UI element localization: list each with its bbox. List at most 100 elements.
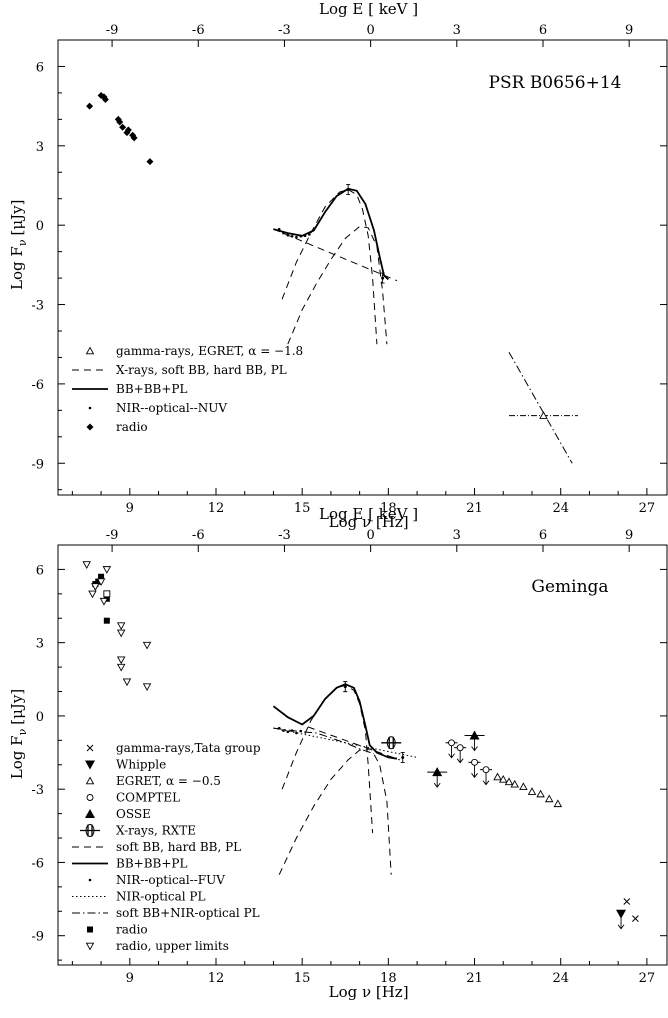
point-triangle-down-open xyxy=(116,622,126,631)
x2-tick-label: 3 xyxy=(453,23,461,38)
point-square-filled xyxy=(98,573,105,580)
legend-symbol xyxy=(85,942,95,951)
legend-symbol xyxy=(85,809,95,818)
legend-symbol xyxy=(86,423,94,431)
y-tick-label: -3 xyxy=(31,783,44,798)
point-triangle-down-filled-ul-symbol xyxy=(616,909,627,919)
y-tick-label: 3 xyxy=(36,140,44,155)
y-tick-label: 6 xyxy=(36,563,44,578)
point-dot xyxy=(277,227,281,231)
curve-soft-bb-nir-optical-pl xyxy=(273,727,375,755)
point-dot xyxy=(290,729,294,732)
y-tick-label: -9 xyxy=(31,930,44,945)
x-axis-label: Log ν [Hz] xyxy=(329,513,409,531)
x2-tick-label: -6 xyxy=(192,23,205,38)
legend-label: EGRET, α = −0.5 xyxy=(116,774,221,788)
plot-frame xyxy=(57,544,668,966)
point-triangle-down-open xyxy=(82,561,91,569)
curve-soft-bb xyxy=(281,684,374,834)
panel-2: 9 12 15 18 21 24 27 -9 -6 -3 0 3 6 9 6 3 0 -3 -6 -9 Log ν [H… xyxy=(8,505,668,1001)
curve-bb-bb-pl xyxy=(273,187,390,281)
legend-symbol xyxy=(86,794,94,801)
legend-symbol-bars xyxy=(80,824,100,837)
point-triangle-down-open xyxy=(116,629,126,638)
curve-gamma-pl xyxy=(508,351,573,464)
legend: gamma-rays, EGRET, α = −1.8 X-rays, soft … xyxy=(72,344,303,434)
x2-tick-label: 0 xyxy=(366,528,374,543)
x-tick-label: 12 xyxy=(208,501,225,516)
point-triangle-filled-ul-symbol xyxy=(469,730,480,740)
point-errbar-center xyxy=(401,755,405,759)
x2-tick-label: 6 xyxy=(539,23,547,38)
point-dot xyxy=(299,729,303,733)
point-triangle-open xyxy=(539,411,548,419)
point-dot xyxy=(295,731,298,735)
legend: gamma-rays,Tata group Whipple EGRET, α = −… xyxy=(72,741,261,953)
x-tick-label: 15 xyxy=(294,501,311,516)
x2-tick-label: -9 xyxy=(106,23,119,38)
point-dot xyxy=(282,729,285,732)
x-tick-label: 12 xyxy=(208,971,225,986)
y-tick-label: -6 xyxy=(31,378,44,393)
point-triangle-open xyxy=(519,782,528,790)
point-triangle-down-open xyxy=(88,590,97,599)
point-triangle-open xyxy=(553,799,563,808)
legend-label: soft BB+NIR-optical PL xyxy=(116,906,260,920)
legend-label: Whipple xyxy=(116,758,166,772)
curve-hard-bb xyxy=(278,748,392,875)
y-axis-label-subscript: ν xyxy=(16,239,29,246)
legend-symbol xyxy=(85,760,95,770)
point-diamond xyxy=(130,134,138,142)
point-triangle-open xyxy=(527,787,537,795)
point-dot xyxy=(286,730,290,734)
x-tick-label: 18 xyxy=(380,501,397,516)
point-triangle-down-open xyxy=(91,583,100,591)
x2-tick-label: -3 xyxy=(278,528,291,543)
x2-tick-label: 9 xyxy=(625,528,633,543)
point-triangle-open xyxy=(493,772,502,781)
object-name: PSR B0656+14 xyxy=(489,73,622,93)
point-circle-open-ul-symbol xyxy=(456,744,464,752)
point-diamond xyxy=(86,102,94,110)
point-triangle-down-open xyxy=(102,566,112,574)
point-triangle-down-open xyxy=(96,578,106,587)
point-circle-open-ul-symbol xyxy=(482,766,490,774)
x2-tick-label: 6 xyxy=(539,528,547,543)
legend-symbol xyxy=(85,346,95,355)
x-tick-label: 15 xyxy=(294,971,311,986)
point-diamond xyxy=(101,96,109,104)
point-diamond xyxy=(124,126,132,134)
x-tick-label: 9 xyxy=(126,501,134,516)
legend-label: OSSE xyxy=(116,807,151,821)
point-circle-open-ul-symbol xyxy=(448,739,456,747)
point-triangle-filled-ul-symbol xyxy=(432,767,443,777)
legend-label: NIR--optical--FUV xyxy=(116,873,225,887)
legend-symbol xyxy=(85,776,95,785)
point-triangle-down-open xyxy=(122,678,132,687)
point-square-filled xyxy=(103,617,110,624)
point-dot xyxy=(286,233,290,237)
y-axis-label: Log Fν[μJy] xyxy=(8,689,29,779)
legend-label: radio, upper limits xyxy=(116,939,229,953)
curve-pl xyxy=(307,726,400,761)
y-axis-label-unit: [μJy] xyxy=(8,689,26,725)
legend-label: COMPTEL xyxy=(116,791,180,805)
point-dot xyxy=(295,235,298,239)
point-triangle-open xyxy=(498,774,508,783)
x-tick-label: 24 xyxy=(552,501,569,516)
point-triangle-down-open xyxy=(142,683,152,692)
legend-label: soft BB, hard BB, PL xyxy=(116,840,241,854)
point-diamond xyxy=(146,158,154,166)
curve-pl xyxy=(273,228,398,282)
x-tick-label: 21 xyxy=(466,971,483,986)
legend-symbol xyxy=(88,406,92,410)
y-tick-label: 0 xyxy=(36,710,44,725)
point-dot xyxy=(290,234,294,238)
y-tick-label: -6 xyxy=(31,856,44,871)
legend-label: radio xyxy=(116,923,148,937)
curve-bb-bb-pl xyxy=(272,683,398,760)
x-tick-label: 18 xyxy=(380,971,397,986)
legend-label: BB+BB+PL xyxy=(116,382,187,396)
point-dot xyxy=(277,726,281,730)
point-errbar-center xyxy=(343,685,347,689)
